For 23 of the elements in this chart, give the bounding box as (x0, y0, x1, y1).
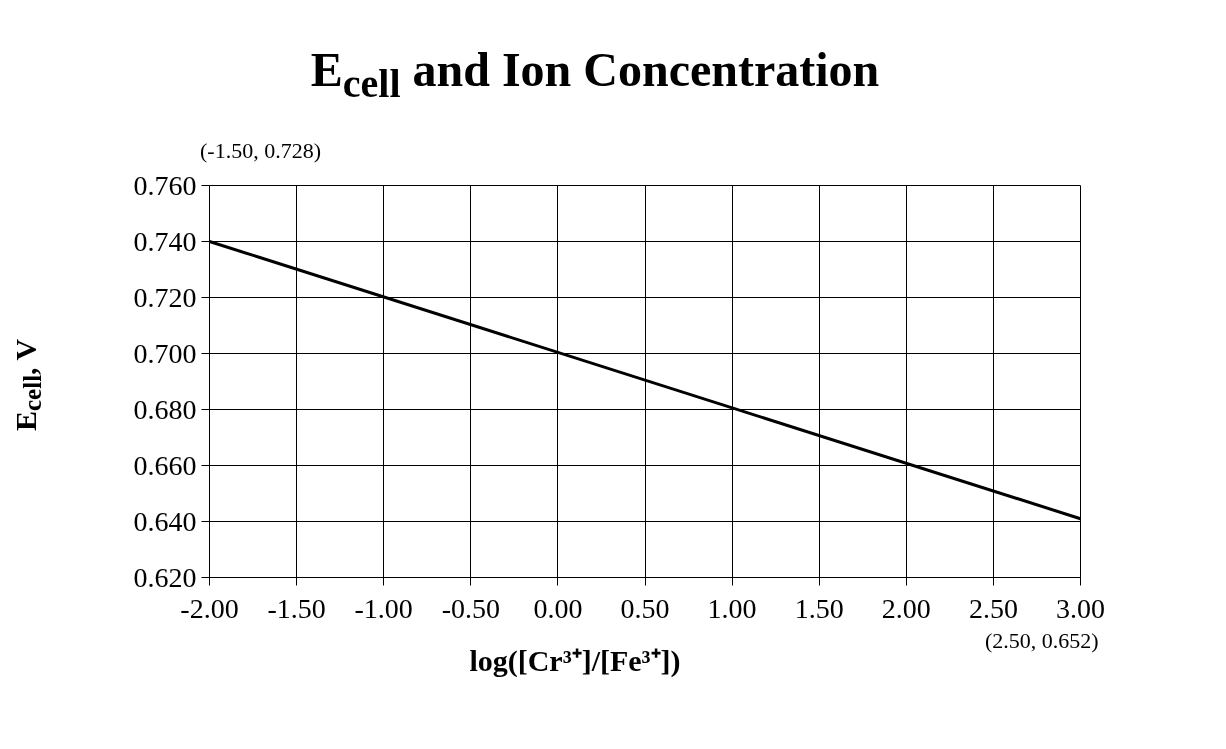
y-tick-label: 0.620 (133, 561, 197, 593)
x-tick-label: -1.00 (354, 592, 413, 624)
y-tick-label: 0.740 (133, 225, 197, 257)
x-tick-label: 3.00 (1056, 592, 1105, 624)
x-axis-title: log([Cr³⁺]/[Fe³⁺]) (469, 643, 681, 679)
x-tick-label: -1.50 (267, 592, 326, 624)
y-tick-label: 0.700 (133, 337, 197, 369)
x-tick-label: 1.50 (794, 592, 844, 624)
y-tick-label: 0.760 (133, 169, 197, 201)
y-tick-label: 0.720 (133, 281, 197, 313)
text: (-1.50, 0.728) (200, 137, 321, 165)
x-tick-label: 0.00 (533, 592, 583, 624)
chart-title: E$_{cell}$ and Ion Concentration (310, 42, 880, 108)
x-tick-label: 2.00 (881, 592, 931, 624)
x-tick-label: -2.00 (180, 592, 239, 624)
y-tick-label: 0.660 (133, 449, 197, 481)
x-tick-label: 0.50 (620, 592, 670, 624)
x-tick-label: 2.50 (968, 592, 1018, 624)
y-tick-label: 0.640 (133, 505, 197, 537)
x-tick-label: 1.00 (707, 592, 757, 624)
y-tick-label: 0.680 (133, 393, 197, 425)
x-tick-label: -0.50 (441, 592, 500, 624)
text: (2.50, 0.652) (985, 627, 1099, 655)
